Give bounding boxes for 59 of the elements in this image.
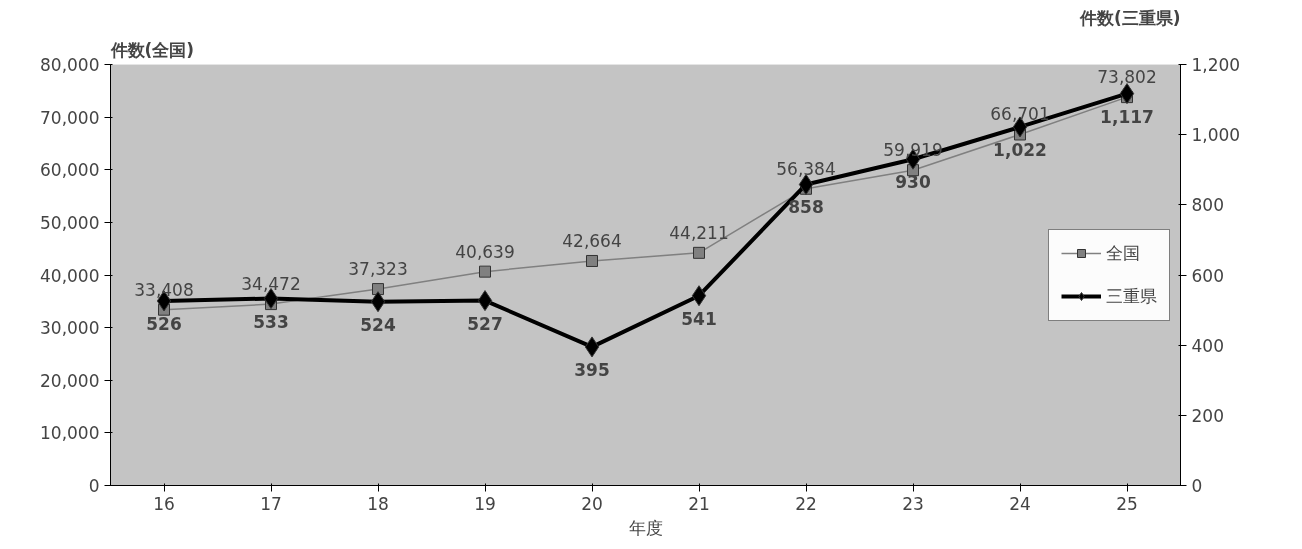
data-label: 42,664 <box>562 230 622 251</box>
point <box>693 246 705 259</box>
data-label: 59,919 <box>883 140 943 161</box>
y-axis-title: 件数(全国) <box>109 39 195 60</box>
data-label: 33,408 <box>134 279 194 300</box>
point <box>370 291 386 313</box>
point <box>479 265 491 278</box>
x-tick-label: 22 <box>795 493 817 514</box>
data-label: 395 <box>574 359 610 380</box>
y2-tick-label: 400 <box>1191 335 1224 356</box>
y-tick-label: 80,000 <box>40 55 100 75</box>
legend-label: 全国 <box>1106 241 1140 265</box>
data-label: 1,117 <box>1100 106 1154 127</box>
data-label: 533 <box>253 311 289 332</box>
data-label: 930 <box>895 172 931 193</box>
y2-axis-title: 件数(三重県) <box>1078 7 1181 28</box>
data-label: 37,323 <box>348 259 408 280</box>
x-tick-label: 24 <box>1009 493 1031 514</box>
y-tick-label: 10,000 <box>40 423 100 444</box>
y-tick-label: 20,000 <box>40 370 100 391</box>
point <box>584 336 600 358</box>
data-label: 56,384 <box>776 158 836 179</box>
y-tick-label: 50,000 <box>40 212 100 233</box>
data-label: 66,701 <box>990 104 1050 125</box>
legend-label: 三重県 <box>1106 284 1157 308</box>
point <box>1119 83 1135 105</box>
y2-tick-label: 1,200 <box>1191 55 1241 75</box>
y2-tick-label: 200 <box>1191 405 1224 426</box>
data-label: 527 <box>467 313 503 334</box>
y-tick-label: 60,000 <box>40 160 100 181</box>
data-label: 526 <box>146 313 182 334</box>
x-tick-label: 23 <box>902 493 924 514</box>
data-label: 858 <box>788 197 824 218</box>
data-label: 541 <box>681 308 717 329</box>
y-tick-label: 40,000 <box>40 265 100 286</box>
y-tick-label: 0 <box>88 476 100 496</box>
x-axis-title: 年度 <box>628 517 663 538</box>
y2-tick-label: 1,000 <box>1191 125 1241 146</box>
x-tick-label: 16 <box>153 493 175 514</box>
x-tick-label: 20 <box>581 493 603 514</box>
y2-tick-label: 800 <box>1191 195 1224 216</box>
x-tick-label: 25 <box>1116 493 1138 514</box>
x-tick-label: 18 <box>367 493 389 514</box>
y2-tick-label: 600 <box>1191 265 1224 286</box>
y-tick-label: 70,000 <box>40 107 100 128</box>
data-label: 1,022 <box>993 139 1047 160</box>
point <box>586 254 598 267</box>
point <box>477 290 493 312</box>
data-label: 40,639 <box>455 241 515 262</box>
data-label: 73,802 <box>1097 67 1157 88</box>
x-tick-label: 17 <box>260 493 282 514</box>
data-label: 524 <box>360 314 396 335</box>
point <box>691 285 707 307</box>
y-tick-label: 30,000 <box>40 318 100 339</box>
x-tick-label: 21 <box>688 493 710 514</box>
data-label: 34,472 <box>241 274 301 295</box>
x-tick-label: 19 <box>474 493 496 514</box>
y2-tick-label: 0 <box>1191 476 1203 496</box>
data-label: 44,211 <box>669 222 729 243</box>
